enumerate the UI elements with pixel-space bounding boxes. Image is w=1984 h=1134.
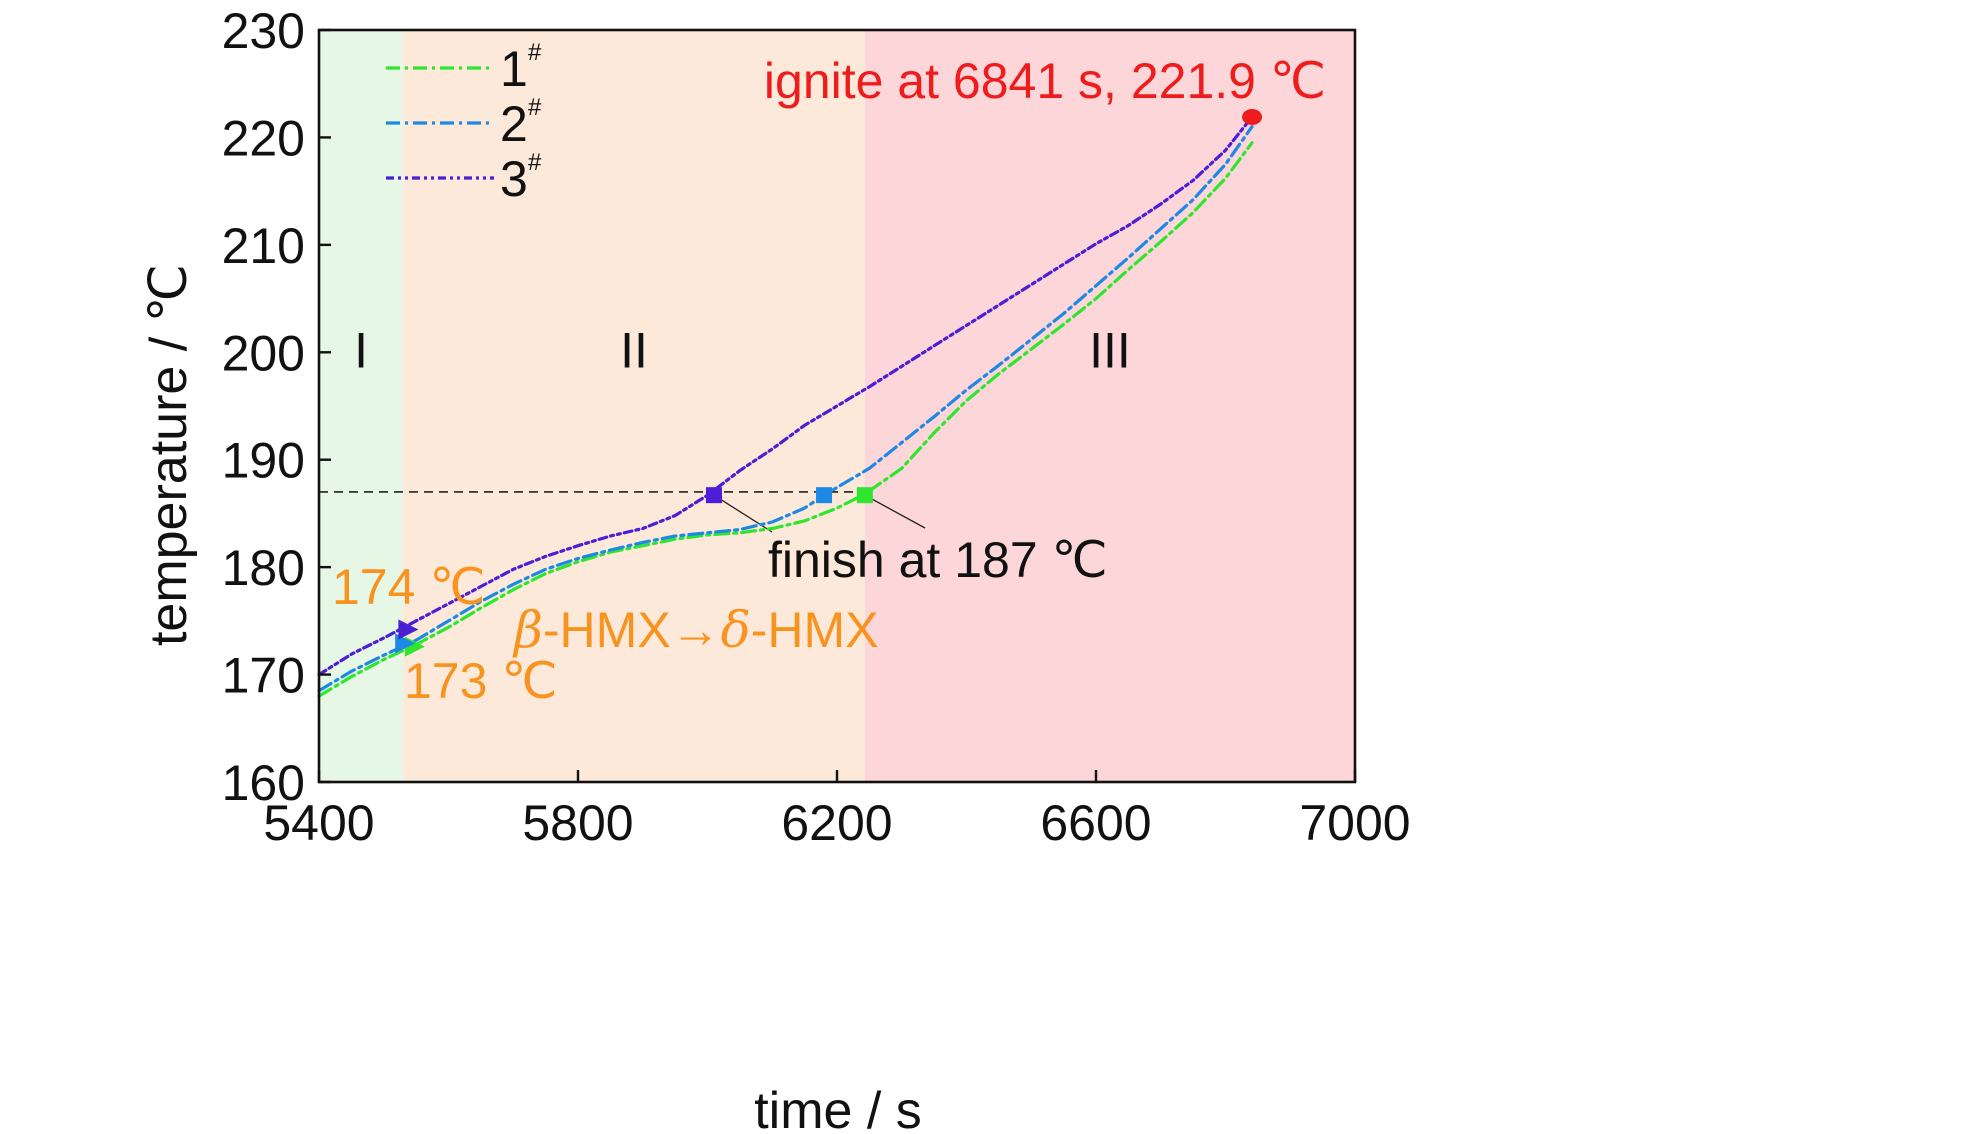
- region-2-background: [403, 30, 865, 782]
- x-tick-label-5400: 5400: [263, 795, 374, 851]
- y-tick-label-210: 210: [222, 218, 305, 274]
- x-tick-label-5800: 5800: [522, 795, 633, 851]
- square-marker-4: [705, 487, 722, 504]
- region-1-background: [319, 30, 404, 782]
- region-3-background: [864, 30, 1355, 782]
- ignition-point-marker: [1242, 109, 1263, 126]
- transition-text-1: -HMX→: [543, 602, 721, 658]
- x-tick-label-6200: 6200: [781, 795, 892, 851]
- data-markers: [395, 109, 1263, 657]
- y-axis-label: temperature / ℃: [140, 264, 198, 646]
- region-1-label: I: [354, 322, 368, 378]
- legend-superscript-3: #: [528, 149, 542, 176]
- legend: 1 #2 #3 #: [386, 39, 542, 207]
- legend-label-1: 1: [500, 41, 528, 97]
- y-tick-label-220: 220: [222, 110, 305, 166]
- region-labels: I II III: [354, 322, 1131, 378]
- region-2-label: II: [620, 322, 648, 378]
- series-1-line: [317, 141, 1254, 698]
- transition-text-2: -HMX: [751, 602, 879, 658]
- y-tick-label-170: 170: [222, 648, 305, 704]
- square-marker-6: [856, 487, 873, 504]
- y-axis-ticks: 160 170 180 190 200 210 220 230: [222, 3, 331, 811]
- legend-superscript-2: #: [528, 94, 542, 121]
- square-marker-5: [816, 487, 833, 504]
- region-backgrounds: [319, 30, 1355, 782]
- x-tick-label-7000: 7000: [1299, 795, 1410, 851]
- x-axis-label: time / s: [754, 1082, 922, 1134]
- finish-annotation: finish at 187 ℃: [768, 532, 1108, 588]
- region-3-label: III: [1089, 322, 1131, 378]
- phase-transition-annotation: β-HMX→δ-HMX: [512, 601, 879, 659]
- beta-symbol: β: [512, 601, 543, 659]
- triangle-marker-3: [398, 619, 419, 640]
- legend-label-2: 2: [500, 96, 528, 152]
- ignite-annotation: ignite at 6841 s, 221.9 ℃: [764, 53, 1326, 109]
- y-tick-label-190: 190: [222, 433, 305, 489]
- x-tick-label-6600: 6600: [1040, 795, 1151, 851]
- y-tick-label-180: 180: [222, 540, 305, 596]
- legend-superscript-1: #: [528, 39, 542, 66]
- annotation-174: 174 ℃: [332, 559, 485, 615]
- y-tick-label-160: 160: [222, 755, 305, 811]
- x-axis-ticks: 5400 5800 6200 6600 7000: [263, 770, 1411, 851]
- series-lines: [317, 115, 1254, 698]
- y-tick-label-230: 230: [222, 3, 305, 59]
- series-3-line: [317, 115, 1254, 677]
- series-2-line: [317, 125, 1254, 693]
- annotation-173: 173 ℃: [404, 653, 557, 709]
- y-tick-label-200: 200: [222, 325, 305, 381]
- legend-label-3: 3: [500, 151, 528, 207]
- delta-symbol: δ: [721, 601, 751, 659]
- finish-leader-line-1: [864, 494, 926, 529]
